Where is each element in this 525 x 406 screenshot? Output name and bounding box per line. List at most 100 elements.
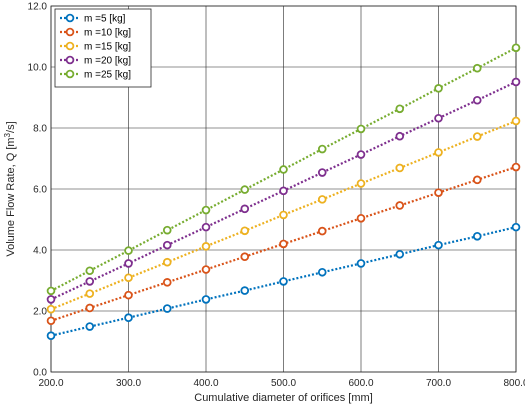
x-tick-label: 700.0 <box>426 378 451 389</box>
y-axis-label-superscript: 3 <box>3 132 12 137</box>
data-point <box>317 195 327 204</box>
data-point <box>511 162 521 172</box>
series <box>46 43 521 296</box>
x-axis-label: Cumulative diameter of orifices [mm] <box>194 392 373 404</box>
legend-entry: m =25 [kg] <box>60 70 131 81</box>
data-point <box>511 77 521 87</box>
data-point <box>434 113 443 123</box>
legend-entry: m =10 [kg] <box>60 28 131 39</box>
legend-items: m =5 [kg] m =10 [kg] m =15 [kg] m =20 [kg] m… <box>60 14 131 81</box>
data-point <box>162 225 172 235</box>
legend-entry: m =20 [kg] <box>60 56 131 67</box>
data-point <box>201 242 211 251</box>
y-tick-label: 4.0 <box>33 246 47 257</box>
data-point <box>201 265 211 274</box>
x-tick-label: 600.0 <box>348 378 373 389</box>
data-point <box>317 226 327 236</box>
data-point <box>85 277 95 286</box>
legend-label: m =25 [kg] <box>84 70 131 81</box>
data-point <box>434 148 443 157</box>
data-point <box>85 289 95 298</box>
x-tick-label: 500.0 <box>271 378 296 389</box>
legend-label: m =20 [kg] <box>84 56 131 67</box>
legend-label: m =15 [kg] <box>84 42 131 53</box>
y-tick-label: 6.0 <box>33 185 47 196</box>
x-tick-label: 300.0 <box>116 378 141 389</box>
legend-swatch-marker <box>65 69 75 79</box>
data-point <box>124 273 133 283</box>
data-point <box>240 185 250 194</box>
data-point <box>85 266 95 276</box>
data-point <box>162 278 172 287</box>
data-point <box>240 204 250 214</box>
data-point <box>317 168 327 177</box>
data-point <box>201 205 211 215</box>
x-tick-label: 800.0 <box>503 378 525 389</box>
y-tick-label: 10.0 <box>28 63 48 74</box>
legend-label: m =5 [kg] <box>84 14 126 25</box>
data-point <box>240 286 250 295</box>
x-tick-label: 200.0 <box>38 378 63 389</box>
data-point <box>395 201 405 210</box>
data-point <box>395 131 405 141</box>
data-point <box>279 239 288 249</box>
legend: m =5 [kg] m =10 [kg] m =15 [kg] m =20 [kg] m… <box>54 8 152 88</box>
series <box>46 77 521 304</box>
data-point <box>162 257 172 267</box>
data-point <box>279 186 288 196</box>
data-point <box>279 210 288 220</box>
data-point <box>46 331 56 341</box>
x-tick-label: 400.0 <box>193 378 218 389</box>
data-point <box>85 303 95 313</box>
data-point <box>472 175 482 185</box>
data-point <box>472 132 482 141</box>
data-point <box>356 213 366 223</box>
y-tick-label: 2.0 <box>33 307 47 318</box>
series <box>46 222 521 341</box>
y-axis-label-tail: /s] <box>5 121 17 133</box>
data-point <box>201 222 211 232</box>
data-point <box>472 63 482 73</box>
data-point <box>85 322 95 331</box>
data-point <box>162 240 172 250</box>
y-tick-label: 8.0 <box>33 124 47 135</box>
axis-ticks: 200.0 300.0 400.0 500.0 600.0 700.0 800.0 0.0 2.… <box>28 2 525 390</box>
data-point <box>356 150 366 159</box>
data-point <box>511 222 521 232</box>
data-point <box>356 259 366 268</box>
data-point <box>472 231 482 241</box>
data-point <box>46 295 56 304</box>
data-point <box>472 95 482 105</box>
y-tick-label: 0.0 <box>33 368 47 379</box>
legend-swatch-marker <box>65 13 75 23</box>
legend-entry: m =15 [kg] <box>60 42 131 53</box>
data-point <box>124 290 133 300</box>
data-point <box>46 304 56 314</box>
y-tick-label: 12.0 <box>28 2 48 13</box>
y-axis-label: Volume Flow Rate, Q [m3/s] <box>3 121 18 256</box>
data-point <box>434 188 443 197</box>
legend-swatch-marker <box>65 27 75 37</box>
data-point <box>201 295 211 304</box>
data-point <box>317 267 327 277</box>
data-point <box>356 124 366 134</box>
data-point <box>46 316 56 326</box>
data-point <box>279 277 288 286</box>
data-point <box>511 43 521 53</box>
y-axis-label-main: Volume Flow Rate, Q [m <box>5 137 17 256</box>
data-point <box>434 240 443 250</box>
data-point <box>240 252 250 262</box>
plot-area-frame <box>50 5 517 373</box>
data-point <box>434 84 443 93</box>
legend-swatch-marker <box>65 41 75 51</box>
data-point <box>240 226 250 236</box>
data-point <box>46 286 56 296</box>
data-point <box>395 104 405 114</box>
data-point <box>317 144 327 154</box>
series-group <box>46 43 521 341</box>
data-point <box>395 163 405 173</box>
series <box>46 116 521 314</box>
data-point <box>356 179 366 188</box>
legend-entry: m =5 [kg] <box>60 14 126 25</box>
